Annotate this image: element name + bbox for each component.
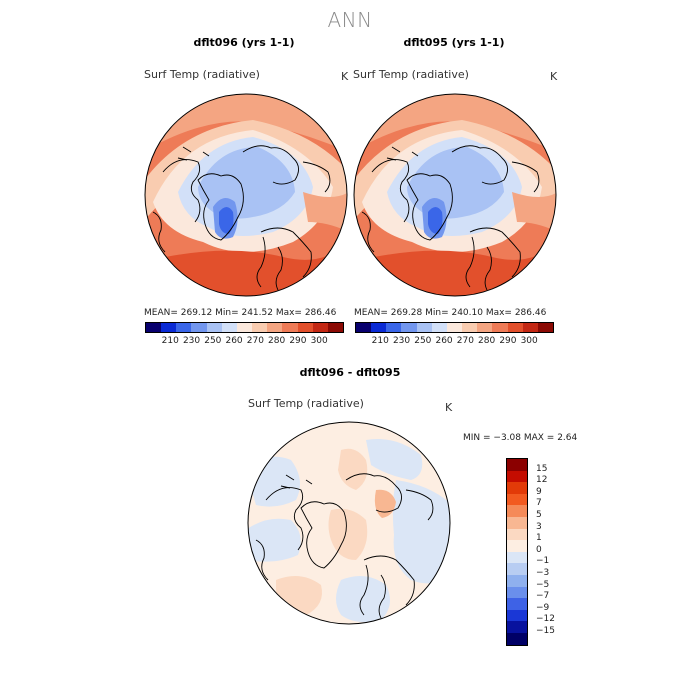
colorbar-tick-label: −7 [536,591,550,602]
colorbar-tick-label: 250 [204,336,222,346]
colorbar-tick-label: 3 [536,521,542,532]
colorbar-swatch [507,505,527,517]
colorbar-tick-label: 12 [536,475,548,486]
colorbar-swatch [507,540,527,552]
diff-polar-map [247,421,451,625]
colorbar-swatch [191,323,207,332]
colorbar-swatch [386,323,402,332]
colorbar-swatch [507,574,527,587]
colorbar-tick-label: 290 [289,336,307,346]
colorbar-swatch [507,586,527,599]
colorbar-tick-label: −3 [536,568,550,578]
panel1-unit-label: K [341,70,349,83]
colorbar-tick-label: 260 [225,336,243,346]
colorbar-swatch [252,323,268,332]
colorbar-tick-label: 290 [499,336,517,346]
diff-colorbar-ticks: 15 12 9 7 5 3 1 0 −1 −3 −5 −7 −9 −12 −15 [536,458,576,643]
colorbar-tick-label: 0 [536,544,542,555]
colorbar-tick-label: 7 [536,498,542,509]
colorbar-swatch [312,323,328,332]
colorbar-tick-label: 270 [456,336,474,346]
colorbar-tick-label: 9 [536,486,542,497]
colorbar-tick-label: 210 [161,336,179,346]
colorbar-tick-label: 250 [414,336,432,346]
colorbar-swatch [431,323,447,332]
colorbar-swatch [507,459,527,471]
colorbar-swatch [507,609,527,622]
colorbar-swatch [507,551,527,564]
colorbar-tick-label: 210 [371,336,389,346]
colorbar-tick-label: 230 [182,336,201,346]
diff-variable-label: Surf Temp (radiative) [248,397,364,410]
panel1-variable-label: Surf Temp (radiative) [144,68,260,81]
colorbar-tick-label: 15 [536,463,548,474]
colorbar-swatch [492,323,508,332]
panel2-case-title: dflt095 (yrs 1-1) [403,36,505,49]
colorbar-swatch [507,323,523,332]
panel1-case-title: dflt096 (yrs 1-1) [193,36,295,49]
panel2-colorbar [355,322,554,333]
colorbar-tick-label: 230 [392,336,411,346]
colorbar-tick-label: 300 [520,336,538,346]
colorbar-swatch [236,323,253,332]
diff-minmax: MIN = −3.08 MAX = 2.64 [463,433,578,443]
panel1-stats: MEAN= 269.12 Min= 241.52 Max= 286.46 [144,308,337,318]
colorbar-swatch [267,323,283,332]
colorbar-swatch [356,323,372,332]
colorbar-tick-label: 300 [310,336,328,346]
colorbar-swatch [462,323,478,332]
colorbar-swatch [537,323,554,332]
diff-case-title: dflt096 - dflt095 [299,366,401,379]
colorbar-swatch [507,528,527,541]
colorbar-tick-label: 280 [478,336,496,346]
colorbar-tick-label: 260 [435,336,453,346]
colorbar-tick-label: −12 [536,614,555,625]
colorbar-swatch [221,323,237,332]
panel1-colorbar [145,322,344,333]
panel1-polar-map [144,93,348,297]
colorbar-swatch [176,323,192,332]
colorbar-tick-label: 5 [536,510,542,520]
panel2-variable-label: Surf Temp (radiative) [353,68,469,81]
colorbar-swatch [522,323,538,332]
colorbar-swatch [477,323,493,332]
panel2-polar-map [353,93,557,297]
colorbar-swatch [401,323,417,332]
colorbar-swatch [507,598,527,610]
panel2-stats: MEAN= 269.28 Min= 240.10 Max= 286.46 [354,308,547,318]
colorbar-swatch [371,323,387,332]
colorbar-tick-label: 270 [246,336,264,346]
colorbar-tick-label: −9 [536,602,550,613]
colorbar-swatch [507,632,527,645]
colorbar-swatch [507,621,527,633]
colorbar-swatch [507,516,527,529]
colorbar-tick-label: −5 [536,579,550,590]
colorbar-tick-label: 1 [536,533,542,544]
colorbar-swatch [507,482,527,494]
colorbar-tick-label: −15 [536,626,555,636]
colorbar-swatch [297,323,313,332]
colorbar-swatch [282,323,298,332]
figure-title: ANN [327,8,373,32]
colorbar-swatch [146,323,162,332]
diff-unit-label: K [445,401,453,414]
colorbar-tick-label: 280 [268,336,286,346]
colorbar-swatch [507,563,527,575]
colorbar-swatch [446,323,463,332]
colorbar-swatch [416,323,432,332]
colorbar-tick-label: −1 [536,556,550,567]
colorbar-swatch [327,323,344,332]
colorbar-swatch [206,323,222,332]
panel2-unit-label: K [550,70,558,83]
colorbar-swatch [507,493,527,506]
colorbar-swatch [161,323,177,332]
diff-colorbar [506,458,528,646]
colorbar-swatch [507,470,527,483]
